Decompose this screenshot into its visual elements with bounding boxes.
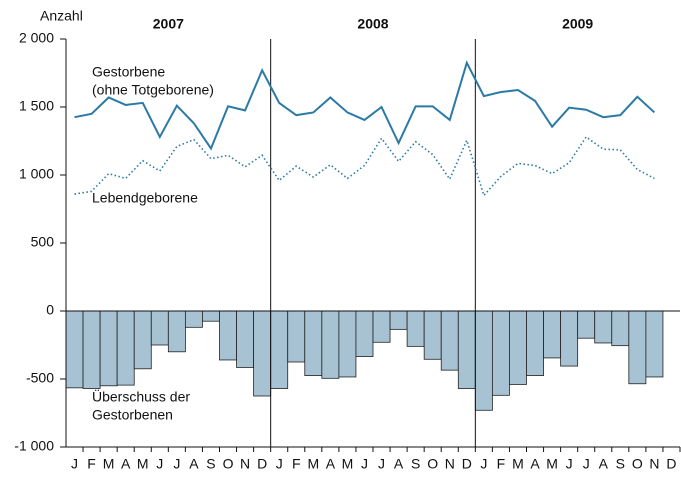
x-tick-label: D	[462, 456, 472, 472]
x-tick-label: A	[121, 456, 131, 472]
year-label: 2007	[153, 16, 184, 32]
x-tick-label: O	[427, 456, 438, 472]
line	[74, 60, 656, 151]
year-label: 2009	[562, 16, 593, 32]
y-tick-label: 500	[31, 234, 55, 250]
x-tick-label: A	[189, 456, 199, 472]
bar	[628, 310, 647, 385]
x-tick-label: A	[394, 456, 404, 472]
x-tick-label: J	[583, 456, 590, 472]
series-label: Überschuss der	[92, 388, 190, 405]
x-tick-label: S	[411, 456, 420, 472]
bar	[116, 310, 135, 386]
bar	[594, 310, 613, 344]
bar	[150, 310, 169, 346]
x-tick-label: S	[616, 456, 625, 472]
x-tick-label: M	[342, 456, 354, 472]
bar	[321, 310, 340, 379]
x-tick-label: D	[666, 456, 676, 472]
x-tick-label: D	[257, 456, 267, 472]
year-label: 2008	[357, 16, 388, 32]
bar	[509, 310, 527, 385]
x-tick-label: M	[103, 456, 115, 472]
y-tick-label: 0	[46, 302, 54, 318]
bar	[133, 310, 152, 370]
x-tick-label: A	[599, 456, 609, 472]
bar	[167, 310, 186, 353]
x-tick-label: M	[512, 456, 524, 472]
bar	[389, 310, 408, 330]
x-tick-label: J	[276, 456, 283, 472]
x-tick-label: F	[292, 456, 301, 472]
bar	[526, 310, 544, 376]
x-tick-label: A	[530, 456, 540, 472]
bar	[99, 310, 118, 387]
bar	[406, 310, 425, 347]
bar	[202, 310, 220, 322]
bar	[543, 310, 562, 359]
x-tick-label: N	[445, 456, 455, 472]
bar	[338, 310, 357, 378]
series-label: Gestorbene	[92, 64, 165, 80]
x-tick-label: F	[87, 456, 96, 472]
bar	[457, 310, 476, 389]
y-tick-label: -500	[26, 370, 54, 386]
x-tick-label: A	[326, 456, 336, 472]
x-tick-label: J	[71, 456, 78, 472]
bar	[372, 310, 391, 343]
bar	[219, 310, 237, 361]
bar	[65, 310, 84, 389]
x-tick-label: F	[497, 456, 506, 472]
x-tick-label: N	[240, 456, 250, 472]
bar	[423, 310, 442, 360]
y-tick-label: 1 500	[19, 98, 54, 114]
x-tick-label: J	[156, 456, 163, 472]
series-label: Lebendgeborene	[92, 190, 198, 206]
bar	[287, 310, 306, 363]
x-tick-label: M	[307, 456, 319, 472]
x-tick-label: O	[632, 456, 643, 472]
x-tick-label: S	[206, 456, 215, 472]
bar	[577, 310, 596, 339]
x-tick-label: J	[566, 456, 573, 472]
x-tick-label: J	[480, 456, 487, 472]
y-tick-label: -1 000	[14, 438, 54, 454]
bar	[253, 310, 272, 397]
line	[74, 135, 655, 197]
bar	[474, 310, 493, 411]
bar	[355, 310, 374, 357]
y-tick-label: 1 000	[19, 166, 54, 182]
bar	[440, 310, 459, 371]
bar	[645, 310, 664, 378]
x-tick-label: M	[546, 456, 558, 472]
x-tick-label: J	[173, 456, 180, 472]
x-tick-label: J	[361, 456, 368, 472]
bar	[270, 310, 289, 389]
x-tick-label: N	[649, 456, 659, 472]
bar	[236, 310, 255, 368]
bar	[611, 310, 630, 347]
x-tick-label: O	[223, 456, 234, 472]
y-axis-label: Anzahl	[40, 8, 83, 24]
x-tick-label: J	[378, 456, 385, 472]
x-tick-label: M	[137, 456, 149, 472]
bar	[82, 310, 101, 389]
bar	[560, 310, 579, 367]
bar	[304, 310, 323, 376]
y-tick-label: 2 000	[19, 30, 54, 46]
series-label: (ohne Totgeborene)	[92, 82, 214, 98]
series-label: Gestorbenen	[92, 407, 173, 423]
bar	[491, 310, 510, 396]
bar	[184, 310, 203, 328]
